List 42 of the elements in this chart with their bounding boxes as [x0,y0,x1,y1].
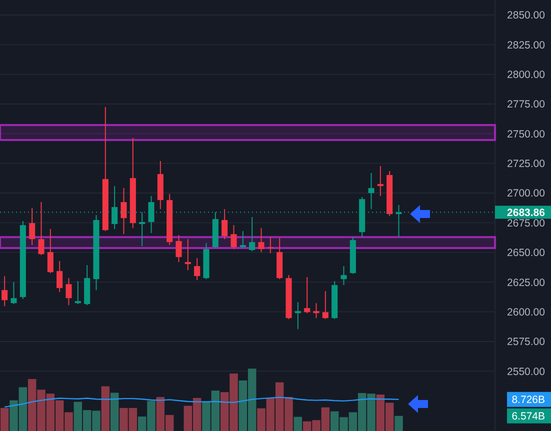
candlestick [230,224,237,250]
candlestick [47,228,54,274]
candlestick [377,165,384,197]
y-tick-label: 2625.00 [507,276,546,289]
candlestick [368,172,374,210]
y2-tick-label: 8.726B [512,394,545,406]
candlestick [258,228,264,253]
candlestick [340,266,347,286]
y-tick-label: 2600.00 [507,306,546,318]
candlestick [74,280,81,305]
candlestick [322,290,328,320]
y-tick-label: 2700.00 [507,188,546,200]
candlestick [10,282,17,305]
candlestick [2,276,8,307]
candlestick [222,208,228,240]
candlestick [249,216,256,252]
y-tick-label: 2775.00 [507,98,546,111]
candlestick [240,230,246,249]
candlestick [29,208,36,246]
candlestick [304,276,310,314]
candlestick [313,302,320,319]
candlestick [56,260,63,293]
candlestick [66,278,72,306]
y-tick-label: 2675.00 [507,217,546,230]
y-tick-label: 2725.00 [507,158,546,170]
y-tick-label: 2850.00 [507,10,546,22]
candlestick [120,188,127,235]
ref-line-label: 2683.86 [507,206,546,219]
candlestick [194,258,200,281]
y-tick-label: 2575.00 [507,336,546,348]
y-tick-label: 2825.00 [507,39,546,52]
y-tick-label: 2800.00 [507,69,546,81]
candlestick [38,202,44,256]
candlestick [176,234,182,263]
line-series [4,396,400,408]
y-tick-label: 2550.00 [507,366,546,378]
candlestick [184,238,191,271]
y-tick-label: 2650.00 [507,247,546,260]
y2-tick-label: 6.574B [512,410,545,423]
candlestick [267,236,274,254]
candlestick [294,302,301,330]
y-tick-label: 2750.00 [507,128,546,140]
